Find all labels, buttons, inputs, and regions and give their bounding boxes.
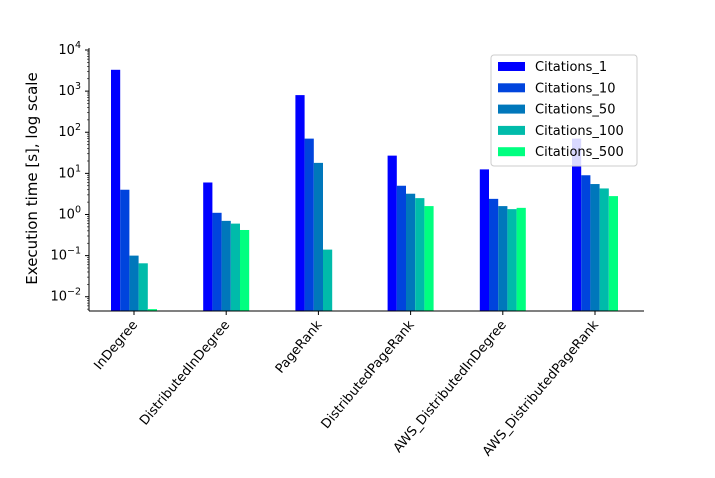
legend-swatch [498,62,525,71]
bar-citations-50-aws-distributedindegree [498,206,508,311]
bar-citations-50-aws-distributedpagerank [590,184,600,311]
bar-citations-50-pagerank [313,162,323,311]
y-tick-label: 104 [58,40,81,58]
x-tick-label: PageRank [273,318,326,377]
bar-citations-1-aws-distributedindegree [479,169,489,311]
bar-citations-100-indegree [138,263,148,311]
x-tick-label: DistributedInDegree [137,318,233,429]
legend-label: Citations_1 [535,60,607,75]
y-tick-label: 101 [58,163,81,181]
bar-citations-500-distributedpagerank [424,206,434,311]
y-tick-label: 102 [58,122,81,140]
bar-citations-100-pagerank [323,249,333,311]
legend-label: Citations_500 [535,145,624,160]
legend-swatch [498,147,525,157]
legend-box [490,54,638,167]
bar-citations-10-aws-distributedindegree [489,198,499,311]
legend-label: Citations_100 [535,124,624,139]
bar-citations-100-distributedpagerank [415,198,425,311]
bar-citations-500-aws-distributedpagerank [608,196,618,311]
legend-label: Citations_10 [535,81,615,96]
bar-citations-1-indegree [111,69,121,311]
legend-swatch [498,125,525,135]
bar-citations-10-indegree [120,189,130,311]
bar-citations-100-aws-distributedpagerank [599,188,609,311]
legend: Citations_1 Citations_10 Citations_50 Citat… [490,54,638,167]
bar-citations-1-distributedpagerank [387,155,397,311]
bars-group [111,69,618,311]
y-tick-label: 10−1 [50,246,81,264]
y-ticks-group: 10−2 10−1 100 101 102 103 104 [50,40,89,310]
y-tick-label: 103 [58,81,81,99]
bar-citations-1-pagerank [295,95,305,311]
bar-citations-1-aws-distributedpagerank [572,138,582,311]
bar-citations-100-aws-distributedindegree [507,209,517,311]
legend-swatch [498,104,525,114]
bar-citations-500-indegree [147,309,157,311]
bar-citations-500-aws-distributedindegree [516,207,526,311]
legend-label: Citations_50 [535,103,615,118]
bar-citations-10-pagerank [304,138,314,311]
bar-citations-10-distributedindegree [212,212,222,311]
bar-citations-50-distributedindegree [221,220,231,311]
bar-citations-10-aws-distributedpagerank [581,175,591,311]
y-axis-label: Execution time [s], log scale [23,72,41,284]
y-tick-label: 10−2 [50,287,81,305]
y-tick-label: 100 [58,204,81,222]
bar-citations-1-distributedindegree [203,182,213,311]
bar-citations-50-distributedpagerank [406,193,416,311]
x-tick-label: InDegree [91,318,141,373]
bar-citations-100-distributedindegree [230,223,240,311]
legend-swatch [498,83,525,93]
x-tick-label: DistributedPageRank [319,318,418,432]
bar-citations-10-distributedpagerank [396,185,406,311]
bar-citations-500-distributedindegree [240,229,250,311]
bar-citations-50-indegree [129,255,139,311]
